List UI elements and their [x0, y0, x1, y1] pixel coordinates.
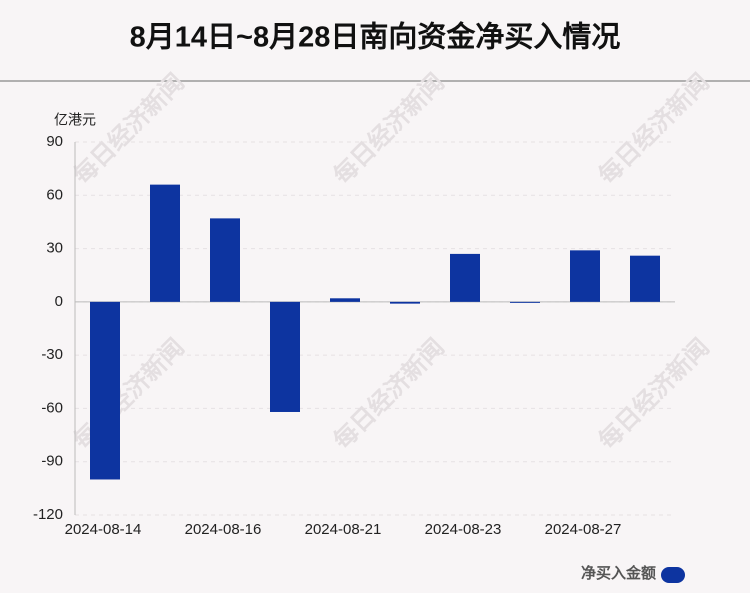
bar	[330, 298, 360, 302]
bar	[390, 301, 420, 304]
y-tick-label: 90	[46, 133, 63, 150]
watermark: 每日经济新闻	[327, 332, 449, 454]
bar	[510, 301, 540, 303]
legend-swatch	[661, 567, 685, 583]
bar	[630, 255, 660, 302]
chart-title: 8月14日~8月28日南向资金净买入情况	[130, 20, 621, 54]
bar	[150, 184, 180, 302]
x-tick-label: 2024-08-27	[545, 521, 622, 538]
watermark: 每日经济新闻	[592, 67, 714, 189]
bar	[570, 250, 600, 302]
watermark: 每日经济新闻	[592, 332, 714, 454]
bar	[270, 301, 300, 412]
watermark: 每日经济新闻	[67, 332, 189, 454]
x-tick-label: 2024-08-14	[65, 521, 142, 538]
watermark: 每日经济新闻	[327, 67, 449, 189]
y-tick-label: 60	[46, 186, 63, 203]
x-tick-label: 2024-08-23	[425, 521, 502, 538]
y-tick-label: -90	[41, 453, 63, 470]
watermark: 每日经济新闻	[67, 67, 189, 189]
y-tick-label: 0	[55, 293, 63, 310]
y-tick-label: 30	[46, 240, 63, 257]
x-tick-label: 2024-08-21	[305, 521, 382, 538]
bar	[210, 218, 240, 302]
x-tick-label: 2024-08-16	[185, 521, 262, 538]
y-tick-label: -30	[41, 346, 63, 363]
y-tick-label: -60	[41, 399, 63, 416]
bar	[90, 301, 120, 480]
y-tick-label: -120	[33, 506, 63, 523]
legend-label: 净买入金额	[581, 564, 656, 582]
bar	[450, 253, 480, 302]
y-axis-label: 亿港元	[54, 112, 96, 128]
